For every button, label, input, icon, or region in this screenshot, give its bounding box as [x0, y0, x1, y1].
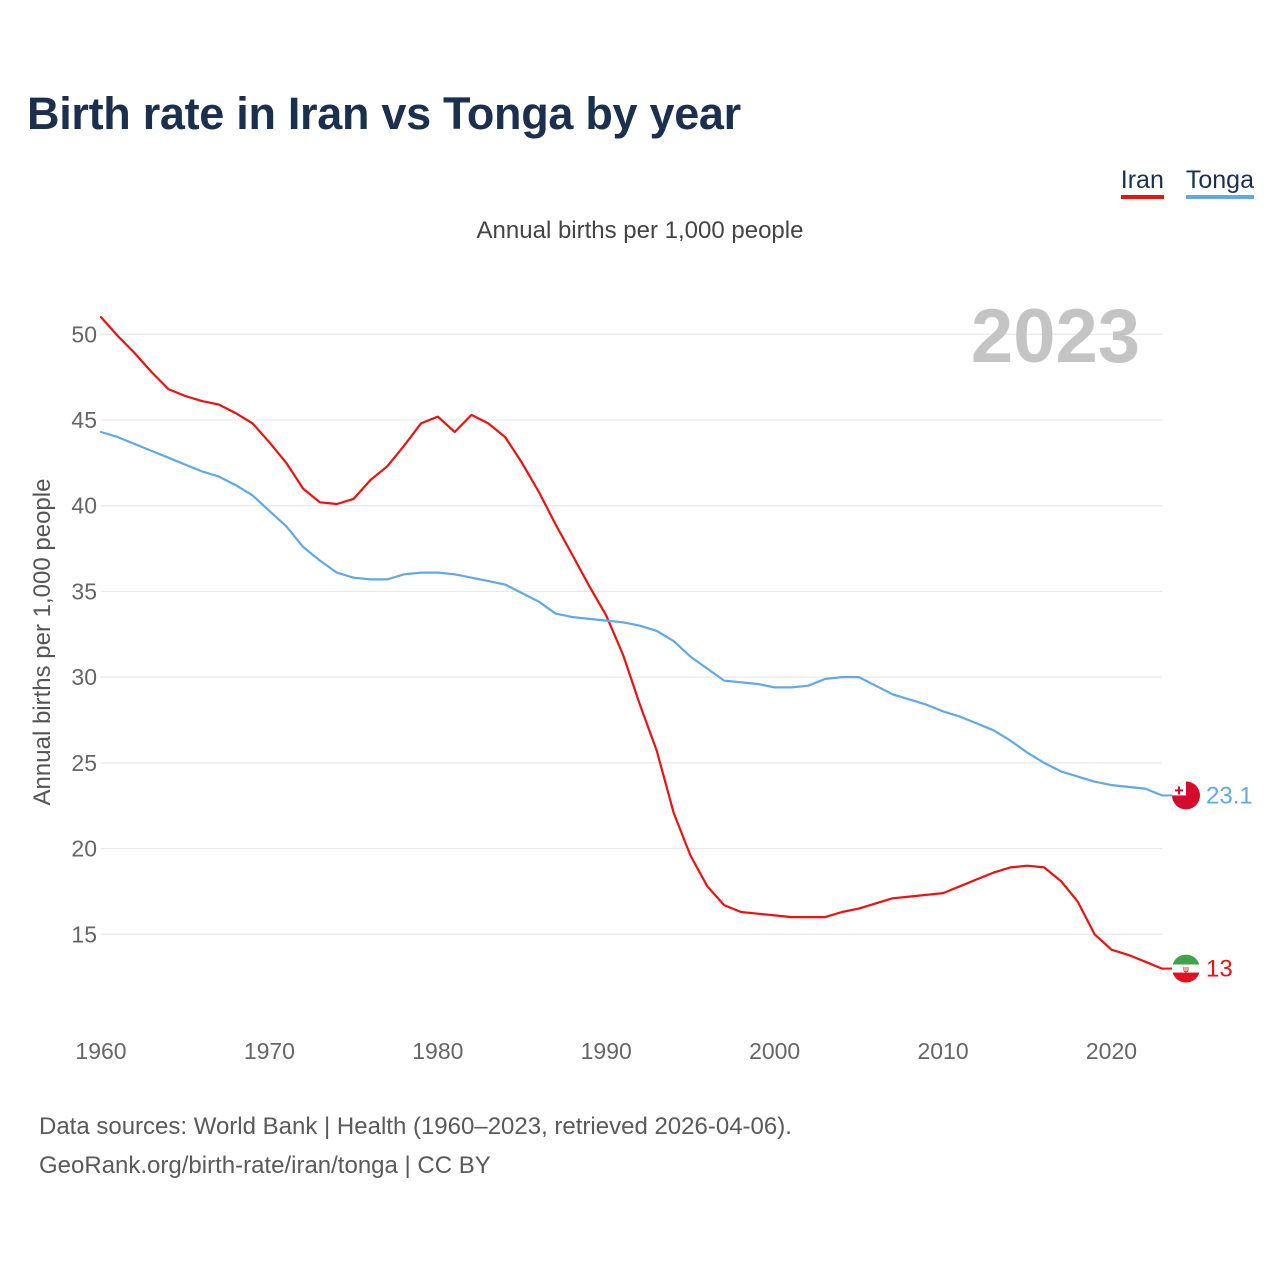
x-tick-label-2000: 2000: [749, 1038, 800, 1064]
x-tick-label-1980: 1980: [412, 1038, 463, 1064]
legend-item-tonga[interactable]: Tonga: [1185, 166, 1254, 199]
x-tick-label-1960: 1960: [75, 1038, 126, 1064]
x-tick-label-1990: 1990: [581, 1038, 632, 1064]
series-line-tonga: [99, 430, 1164, 797]
y-tick-label-40: 40: [71, 493, 97, 519]
x-tick-label-1970: 1970: [244, 1038, 295, 1064]
chart-subtitle: Annual births per 1,000 people: [476, 217, 804, 244]
y-axis-label: Annual births per 1,000 people: [29, 479, 56, 806]
series-line-iran: [99, 316, 1164, 970]
x-tick-label-2010: 2010: [917, 1038, 968, 1064]
legend-item-iran[interactable]: Iran: [1120, 166, 1164, 199]
y-tick-label-35: 35: [71, 578, 97, 604]
svg-text:ψ: ψ: [1183, 965, 1189, 975]
end-value-label-iran: 13: [1206, 956, 1233, 983]
end-value-label-tonga: 23.1: [1206, 782, 1253, 809]
sources-line-2[interactable]: GeoRank.org/birth-rate/iran/tonga | CC B…: [39, 1152, 491, 1179]
data-sources: Data sources: World Bank | Health (1960–…: [39, 1107, 792, 1185]
y-tick-label-50: 50: [71, 321, 97, 347]
legend: Iran Tonga: [1120, 166, 1254, 199]
y-tick-label-30: 30: [71, 664, 97, 690]
page-title: Birth rate in Iran vs Tonga by year: [27, 88, 741, 139]
y-tick-label-20: 20: [71, 836, 97, 862]
y-tick-label-25: 25: [71, 750, 97, 776]
year-watermark: 2023: [971, 294, 1140, 379]
flag-icon-iran: ψ: [1172, 954, 1200, 983]
x-tick-label-2020: 2020: [1086, 1038, 1137, 1064]
y-tick-label-15: 15: [71, 921, 97, 947]
flag-icon-tonga: [1172, 781, 1200, 810]
y-tick-label-45: 45: [71, 407, 97, 433]
sources-line-1: Data sources: World Bank | Health (1960–…: [39, 1113, 792, 1140]
